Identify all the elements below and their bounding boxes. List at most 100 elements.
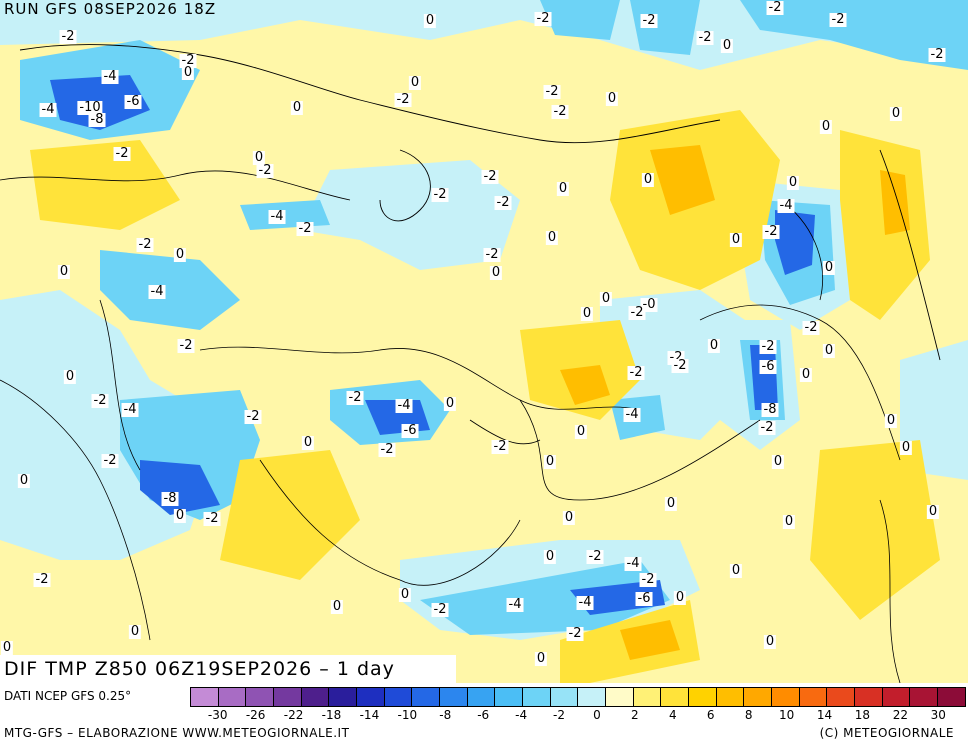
isoline-value-label: 0 [763,634,777,649]
map-title: DIF TMP Z850 06Z19SEP2026 – 1 day [0,655,456,683]
legend-tick-label: -8 [439,708,452,722]
color-scale-ticks: -30 -26 -22 -18 -14 -10 -8 -6 -4 -2 0 2 4 6 8 10 14 18 22 3… [190,708,966,724]
isoline-value-label: -2 [671,358,689,373]
isoline-value-label: -4 [395,398,413,413]
legend-swatch [274,688,302,706]
isoline-value-label: 0 [641,172,655,187]
isoline-value-label: -2 [179,53,197,68]
color-scale-legend [190,687,966,707]
legend-swatch [412,688,441,706]
isoline-value-label: 0 [57,264,71,279]
isoline-value-label: 0 [398,587,412,602]
isoline-value-label: -2 [491,439,509,454]
coastlines [19,44,941,445]
isoline-value-label: 0 [556,181,570,196]
legend-tick-label: 10 [778,708,795,722]
isoline-value-label: -4 [121,402,139,417]
isoline-value-label: -6 [401,423,419,438]
isoline-value-label: -2 [136,237,154,252]
legend-swatch [357,688,385,706]
data-source: DATI NCEP GFS 0.25° [4,689,132,703]
isoline-value-label: -2 [566,626,584,641]
legend-tick-label: -4 [515,708,528,722]
isoline-value-label: -2 [431,187,449,202]
legend-tick-label: 8 [744,708,753,722]
isoline-value-label: -2 [33,572,51,587]
legend-tick-label: -10 [397,708,418,722]
isoline-value-label: 0 [562,510,576,525]
legend-tick-label: -14 [359,708,380,722]
legend-tick-label: -26 [245,708,266,722]
isoline-value-label: -4 [777,198,795,213]
isoline-value-label: 0 [173,247,187,262]
isoline-value-label: -2 [802,320,820,335]
isoline-value-label: 0 [181,65,195,80]
legend-swatch [246,688,275,706]
isoline-value-label: 0 [720,38,734,53]
isoline-value-label: 0 [128,624,142,639]
isoline-value-label: 0 [301,435,315,450]
isoline-value-label: 0 [822,343,836,358]
legend-swatch [744,688,773,706]
isoline-value-label: 0 [782,514,796,529]
isoline-value-label: 0 [899,440,913,455]
isoline-value-label: -2 [551,104,569,119]
isoline-value-label: 0 [580,306,594,321]
isoline-value-label: -2 [627,365,645,380]
isoline-value-label: -2 [696,30,714,45]
legend-swatch [606,688,634,706]
isoline-value-label: 0 [543,454,557,469]
legend-swatch [799,688,828,706]
isoline-value-label: 0 [408,75,422,90]
temperature-difference-map: -2 -2 0 -4 -4 -10 -6 -8 -2 0 0 -2 0 -2 -2 -2 0 -2 -2 -2 0 -2-… [0,0,968,683]
isoline-value-label: 0 [599,291,613,306]
legend-tick-label: -6 [477,708,490,722]
run-header: RUN GFS 08SEP2026 18Z [4,0,217,18]
isoline-value-label: 0 [423,13,437,28]
legend-swatch [661,688,690,706]
isoline-value-label: -4 [623,407,641,422]
isoline-value-label: 0 [926,504,940,519]
isoline-value-label: 0 [605,91,619,106]
isoline-value-label: -4 [101,69,119,84]
isoline-value-label: 0 [673,590,687,605]
isoline-value-label: -2 [639,572,657,587]
legend-tick-label: -2 [553,708,566,722]
isoline-value-label: 0 [330,599,344,614]
isoline-value-label: 0 [889,106,903,121]
isoline-value-label: 0 [707,338,721,353]
isoline-value-label: -2 [203,511,221,526]
isoline-value-label: 0 [664,496,678,511]
isoline-value-label: 0 [290,100,304,115]
isoline-value-label: -2 [543,84,561,99]
isoline-value-label: -10 [77,100,103,115]
isoline-value-label: -2 [91,393,109,408]
isoline-value-label: -2 [256,163,274,178]
isoline-value-label: -2 [59,29,77,44]
isoline-value-label: -2 [378,442,396,457]
legend-swatch [578,688,607,706]
isoline-value-label: 0 [799,367,813,382]
isoline-value-label: -2 [762,224,780,239]
isoline-value-label: -2 [640,13,658,28]
isoline-value-label: -2 [431,602,449,617]
isoline-value-label: 0 [545,230,559,245]
isoline-value-label: -2 [628,305,646,320]
legend-swatch [772,688,800,706]
legend-swatch [633,688,662,706]
legend-swatch [882,688,911,706]
isoline-value-label: 0 [771,454,785,469]
legend-tick-label: -22 [283,708,304,722]
isoline-value-label: -2 [394,92,412,107]
legend-swatch [384,688,413,706]
isoline-value-label: -2 [928,47,946,62]
isoline-value-label: 0 [17,473,31,488]
isoline-value-label: 0 [0,640,14,655]
isoline-value-label: -8 [161,491,179,506]
legend-swatch [550,688,579,706]
isoline-value-label: -4 [624,556,642,571]
legend-swatch [218,688,247,706]
isoline-value-label: -2 [296,221,314,236]
isoline-value-label: -2 [494,195,512,210]
isoline-value-label: -4 [268,209,286,224]
